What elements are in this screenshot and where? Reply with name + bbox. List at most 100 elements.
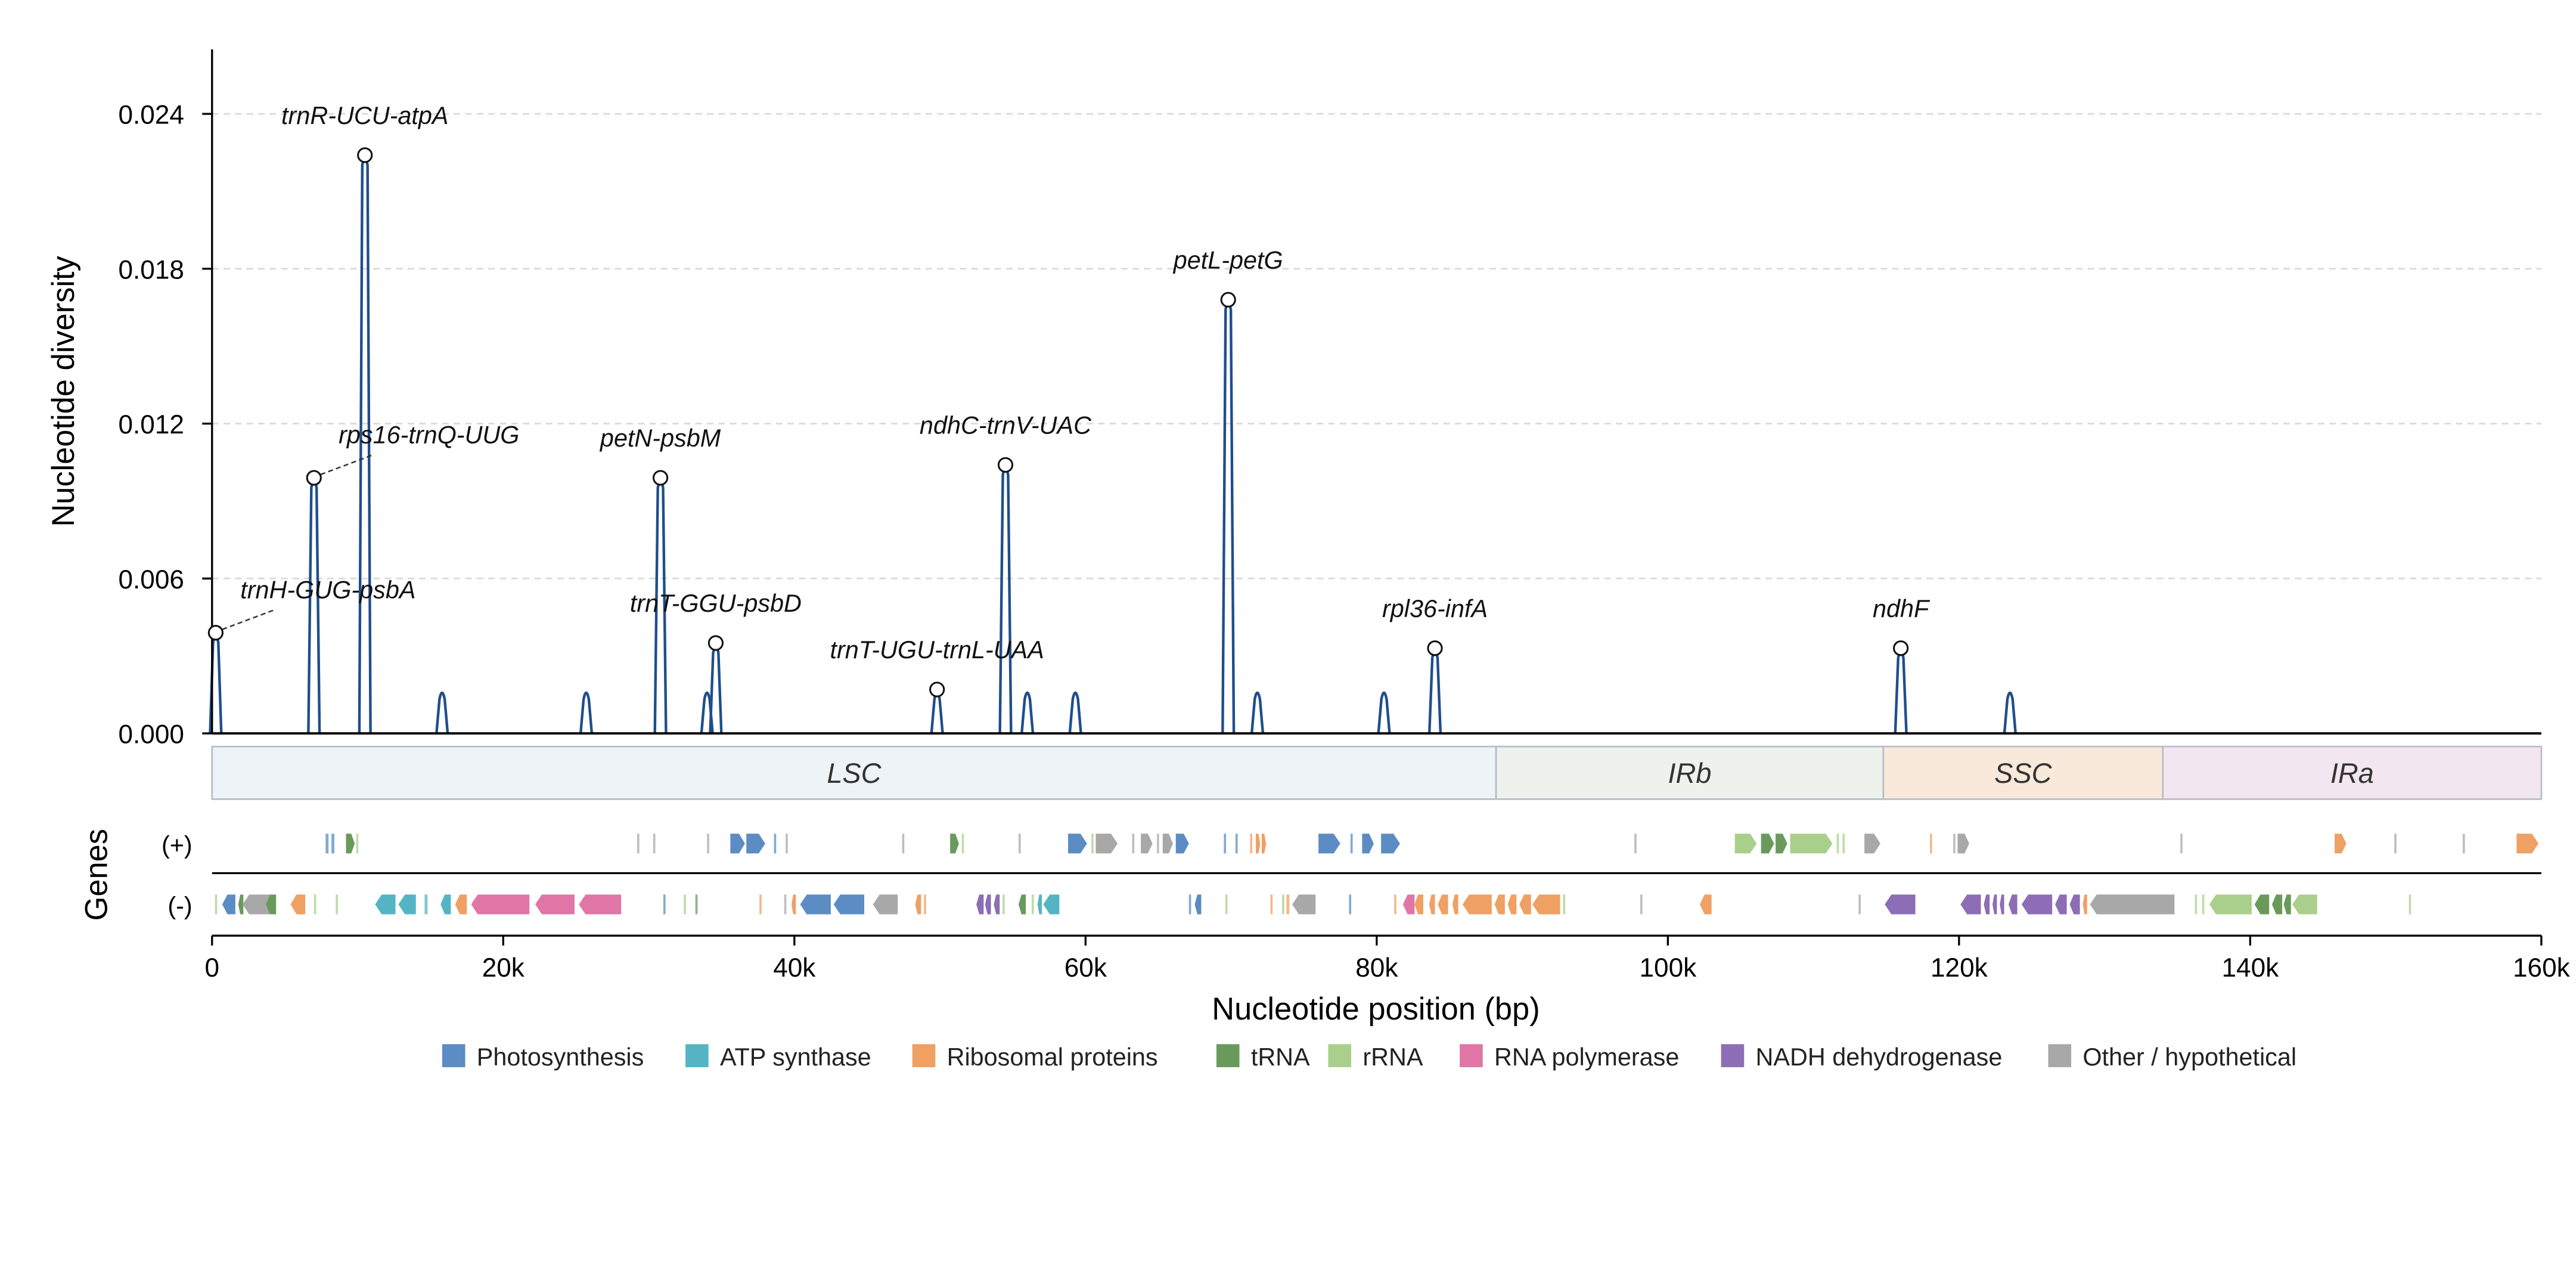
gene-arrow [2021, 894, 2053, 915]
gene-tick [1563, 894, 1566, 915]
annotation-label: trnR-UCU-atpA [281, 102, 448, 129]
gene-arrow [2271, 894, 2283, 915]
peak-marker [707, 635, 724, 651]
gene-tick [759, 894, 762, 915]
gene-arrow [535, 894, 575, 915]
gene-tick [1091, 834, 1094, 854]
gene-arrow [1452, 894, 1458, 915]
diversity-peak [435, 691, 449, 734]
gene-tick [215, 894, 218, 915]
legend-label: rRNA [1363, 1043, 1423, 1071]
gene-arrow [1957, 834, 1969, 854]
legend-swatch [685, 1044, 709, 1067]
gene-arrow [1438, 894, 1448, 915]
gene-tick [1842, 834, 1845, 854]
x-axis-label: Nucleotide position (bp) [1212, 992, 1540, 1027]
gene-arrow [1700, 894, 1712, 915]
gene-tick [684, 894, 686, 915]
gene-tick [2202, 894, 2205, 915]
strand-plus-label: (+) [162, 831, 193, 859]
diversity-peak [2003, 691, 2017, 734]
gene-tick [707, 834, 709, 854]
gene-arrow [1381, 834, 1400, 854]
legend-label: NADH dehydrogenase [1756, 1043, 2003, 1071]
gene-arrow [1532, 894, 1560, 915]
legend-swatch [1216, 1044, 1240, 1067]
gene-tick [2462, 834, 2465, 854]
gene-arrow [266, 894, 277, 915]
annotation-label: trnT-UGU-trnL-UAA [830, 636, 1044, 664]
legend-swatch [1328, 1044, 1352, 1067]
gene-arrow [730, 834, 745, 854]
gene-arrow [2209, 894, 2252, 915]
annotation-label: rpl36-infA [1382, 595, 1488, 622]
annotation-label: petL-petG [1172, 246, 1283, 274]
gene-arrow [791, 894, 796, 915]
gene-tick [637, 834, 640, 854]
diversity-peak [1221, 302, 1236, 734]
gene-arrow [833, 894, 865, 915]
x-tick-label: 80k [1355, 953, 1398, 983]
peak-marker [997, 457, 1014, 473]
gene-tick [1270, 894, 1273, 915]
diversity-peak [1377, 691, 1391, 734]
gene-arrow [2000, 894, 2004, 915]
gene-tick [1286, 894, 1290, 915]
diversity-peak [1250, 691, 1265, 734]
gene-arrow [2090, 894, 2175, 915]
y-tick-label: 0.024 [119, 101, 184, 130]
gene-tick [2394, 834, 2397, 854]
gene-arrow [238, 894, 244, 915]
annotation-leader [222, 609, 275, 630]
gene-arrow [1141, 834, 1153, 854]
gene-tick [1394, 894, 1396, 915]
gene-tick [331, 834, 334, 854]
gene-arrow [2516, 834, 2538, 854]
gene-tick [1350, 834, 1353, 854]
annotation-leader [320, 454, 374, 476]
legend-swatch [442, 1044, 465, 1067]
gene-arrow [1429, 894, 1435, 915]
peak-marker [1220, 292, 1236, 308]
gene-tick [1188, 894, 1191, 915]
gene-arrow [375, 894, 396, 915]
legend-swatch [1460, 1044, 1483, 1067]
legend-swatch [2048, 1044, 2072, 1067]
gene-tick [961, 834, 964, 854]
diversity-peak [998, 467, 1013, 734]
gene-arrow [2292, 894, 2317, 915]
gene-tick [2409, 894, 2411, 915]
legend-label: Other / hypothetical [2082, 1043, 2296, 1071]
gene-arrow [2335, 834, 2347, 854]
gene-tick [1225, 894, 1228, 915]
peak-marker [1893, 640, 1909, 656]
gene-arrow [440, 894, 451, 915]
legend-label: ATP synthase [720, 1043, 871, 1071]
region-block [2162, 745, 2543, 800]
gene-arrow [1175, 834, 1189, 854]
gene-arrow [1507, 894, 1517, 915]
x-tick-label: 160k [2513, 953, 2571, 983]
y-axis-label: Nucleotide diversity [46, 255, 81, 526]
legend-swatch [912, 1044, 936, 1067]
y-tick-label: 0.006 [119, 565, 184, 594]
gene-arrow [950, 834, 959, 854]
diversity-peak [709, 645, 723, 734]
legend-label: tRNA [1251, 1043, 1310, 1071]
gene-tick [1003, 894, 1005, 915]
gene-tick [1836, 834, 1839, 854]
gene-arrow [398, 894, 416, 915]
gene-arrow [1018, 894, 1026, 915]
x-tick-label: 120k [1931, 953, 1988, 983]
diversity-peak [700, 691, 714, 734]
gene-tick [1156, 834, 1159, 854]
gene-tick [356, 834, 359, 854]
gene-arrow [1984, 894, 1990, 915]
gene-arrow [1043, 894, 1060, 915]
gene-tick [325, 834, 329, 854]
gene-tick [336, 894, 339, 915]
annotation-label: petN-psbM [599, 425, 721, 452]
gene-arrow [1864, 834, 1880, 854]
